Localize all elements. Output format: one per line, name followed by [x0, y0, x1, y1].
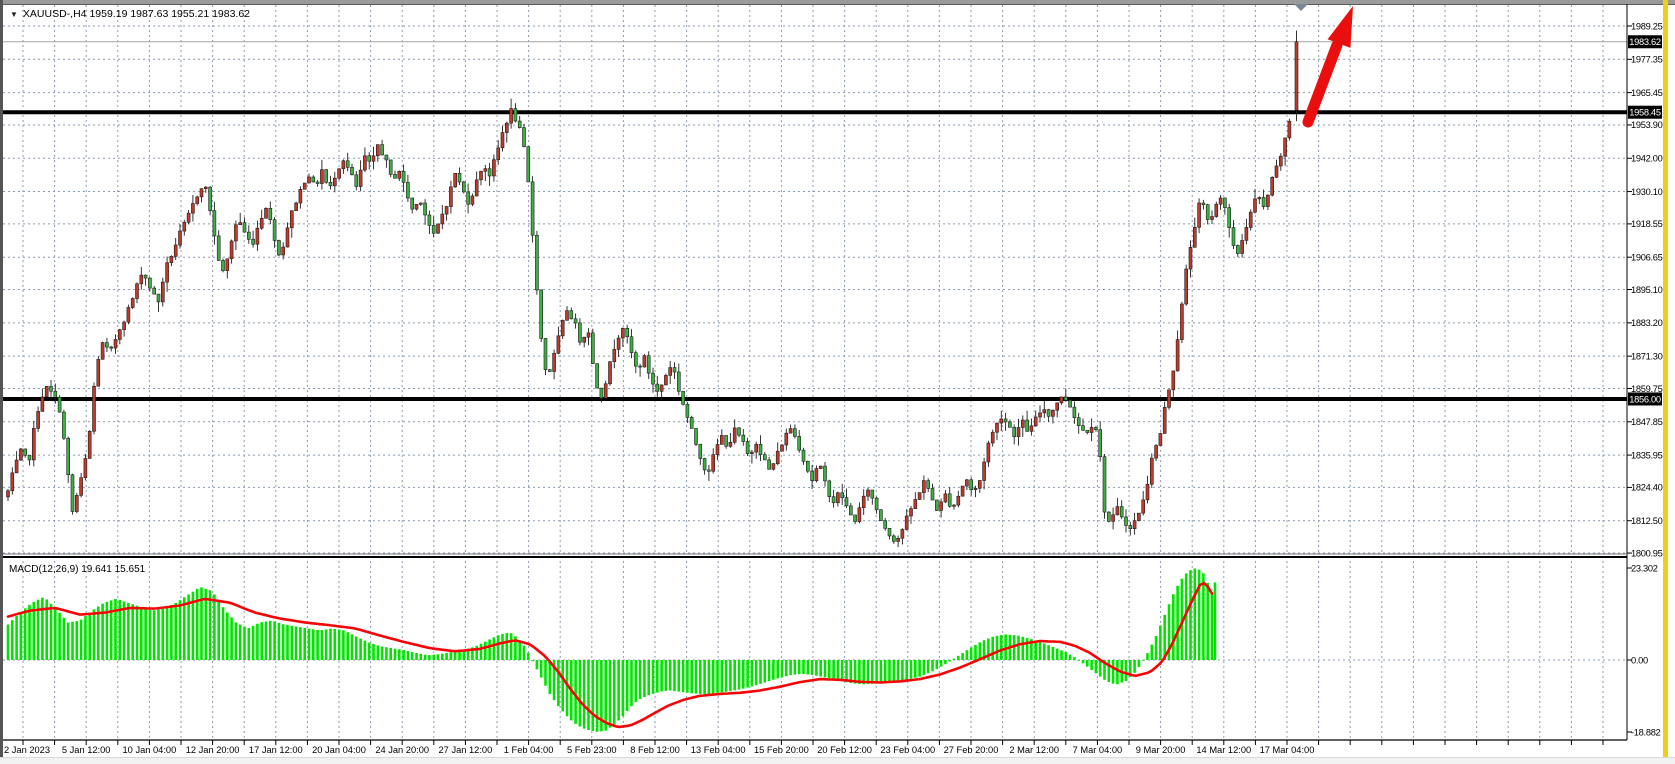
svg-text:1824.40: 1824.40	[1631, 483, 1663, 493]
svg-text:8 Feb 12:00: 8 Feb 12:00	[630, 745, 680, 755]
svg-text:17 Mar 04:00: 17 Mar 04:00	[1260, 745, 1315, 755]
svg-text:1 Feb 04:00: 1 Feb 04:00	[504, 745, 554, 755]
svg-text:15 Feb 20:00: 15 Feb 20:00	[754, 745, 809, 755]
price-tag-current-price: 1983.62	[1628, 35, 1662, 49]
svg-text:20 Jan 04:00: 20 Jan 04:00	[312, 745, 366, 755]
svg-text:1871.30: 1871.30	[1631, 351, 1663, 361]
svg-text:1965.45: 1965.45	[1631, 88, 1663, 98]
svg-text:9 Mar 20:00: 9 Mar 20:00	[1136, 745, 1186, 755]
ohlc-values: 1959.19 1987.63 1955.21 1983.62	[89, 8, 251, 20]
candlesticks	[6, 30, 1299, 548]
svg-text:13 Feb 04:00: 13 Feb 04:00	[691, 745, 746, 755]
price-tag-support-line: 1856.00	[1628, 392, 1662, 406]
svg-text:2 Mar 12:00: 2 Mar 12:00	[1009, 745, 1059, 755]
symbol-period-label: XAUUSD-,H4	[22, 8, 87, 20]
panel-frame	[3, 4, 1628, 741]
svg-text:1983.62: 1983.62	[1629, 37, 1661, 47]
svg-text:1953.90: 1953.90	[1631, 120, 1663, 130]
svg-text:1812.50: 1812.50	[1631, 516, 1663, 526]
svg-text:10 Jan 04:00: 10 Jan 04:00	[123, 745, 177, 755]
svg-text:17 Jan 12:00: 17 Jan 12:00	[249, 745, 303, 755]
svg-text:14 Mar 12:00: 14 Mar 12:00	[1196, 745, 1251, 755]
svg-text:1847.85: 1847.85	[1631, 417, 1663, 427]
svg-text:1930.10: 1930.10	[1631, 187, 1663, 197]
svg-text:1895.10: 1895.10	[1631, 285, 1663, 295]
window-left-edge	[0, 0, 3, 764]
chart-shift-marker-icon	[1294, 4, 1308, 11]
macd-values: 19.641 15.651	[81, 564, 146, 575]
symbol-dropdown-icon[interactable]: ▼	[10, 10, 18, 19]
window-bottom-edge	[0, 757, 1675, 764]
svg-text:0.00: 0.00	[1631, 655, 1648, 665]
svg-text:1800.95: 1800.95	[1631, 548, 1663, 558]
svg-text:27 Jan 12:00: 27 Jan 12:00	[439, 745, 493, 755]
window-top-edge	[0, 0, 1675, 5]
svg-text:24 Jan 20:00: 24 Jan 20:00	[375, 745, 429, 755]
price-tag-resistance-line: 1958.45	[1628, 105, 1662, 119]
svg-text:5 Feb 23:00: 5 Feb 23:00	[567, 745, 617, 755]
svg-text:23.302: 23.302	[1631, 563, 1658, 573]
svg-text:7 Mar 04:00: 7 Mar 04:00	[1073, 745, 1123, 755]
svg-text:1906.65: 1906.65	[1631, 252, 1663, 262]
macd-histogram	[6, 568, 1217, 732]
svg-text:1942.00: 1942.00	[1631, 154, 1663, 164]
svg-text:1835.95: 1835.95	[1631, 450, 1663, 460]
macd-signal-line	[6, 581, 1214, 729]
svg-text:12 Jan 20:00: 12 Jan 20:00	[186, 745, 240, 755]
chart-title-ohlc: ▼ XAUUSD-,H4 1959.19 1987.63 1955.21 1983…	[10, 8, 250, 20]
time-axis[interactable]: 2 Jan 2023 5 Jan 12:00 10 Jan 04:00 12 Jan …	[4, 740, 1604, 755]
svg-text:-18.882: -18.882	[1631, 727, 1661, 737]
svg-text:2 Jan 2023: 2 Jan 2023	[4, 745, 50, 755]
svg-text:20 Feb 12:00: 20 Feb 12:00	[817, 745, 872, 755]
price-axis[interactable]: 1989.25 1977.35 1965.45 1953.90 1942.00 1930.…	[1627, 21, 1663, 737]
trend-arrow[interactable]	[1302, 6, 1353, 128]
svg-text:1918.55: 1918.55	[1631, 219, 1663, 229]
page-edge-accent	[1663, 0, 1668, 764]
svg-text:1859.75: 1859.75	[1631, 384, 1663, 394]
svg-text:1977.35: 1977.35	[1631, 55, 1663, 65]
svg-text:1883.20: 1883.20	[1631, 318, 1663, 328]
macd-indicator-label: MACD(12,26,9) 19.641 15.651	[9, 564, 146, 575]
svg-text:1958.45: 1958.45	[1629, 108, 1661, 118]
svg-text:1856.00: 1856.00	[1629, 394, 1661, 404]
svg-text:5 Jan 12:00: 5 Jan 12:00	[62, 745, 111, 755]
svg-text:1989.25: 1989.25	[1631, 21, 1663, 31]
gridlines	[3, 5, 1627, 739]
svg-text:23 Feb 04:00: 23 Feb 04:00	[880, 745, 935, 755]
svg-text:27 Feb 20:00: 27 Feb 20:00	[944, 745, 999, 755]
